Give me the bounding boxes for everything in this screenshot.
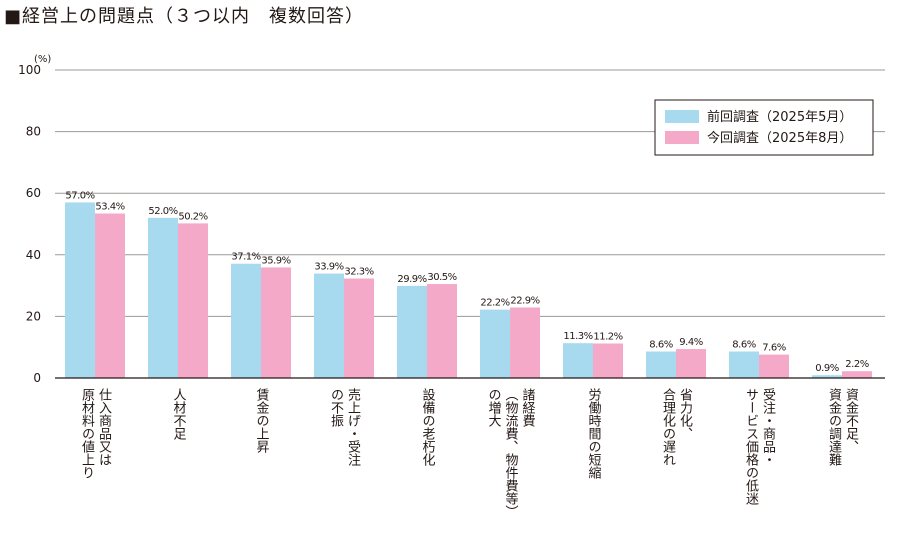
data-label: 50.2% [178, 211, 207, 222]
category-label: 省力化、 [677, 388, 693, 440]
legend-label: 今回調査（2025年8月） [707, 130, 852, 146]
bar-current [95, 213, 125, 378]
category-label: 設備の老朽化 [420, 387, 436, 467]
data-label: 29.9% [397, 274, 426, 285]
bar-previous [314, 273, 344, 378]
data-label: 52.0% [148, 206, 177, 217]
category-label: の不振 [328, 388, 344, 427]
bar-previous [148, 217, 178, 378]
y-tick-label: 60 [26, 186, 41, 200]
bars [65, 202, 872, 378]
data-label: 30.5% [427, 272, 456, 283]
y-unit-label: (%) [34, 54, 51, 65]
bar-current [427, 284, 457, 378]
data-label: 57.0% [65, 190, 94, 201]
legend: 前回調査（2025年5月） 今回調査（2025年8月） [654, 99, 874, 156]
data-label: 0.9% [815, 363, 838, 374]
category-label: 売上げ・受注 [345, 387, 361, 467]
data-label: 2.2% [845, 359, 868, 370]
data-label: 35.9% [261, 255, 290, 266]
data-label: 11.3% [563, 331, 592, 342]
category-label: サービス価格の低迷 [743, 388, 759, 506]
bar-previous [231, 263, 261, 378]
category-label: 労働時間の短縮 [586, 388, 602, 479]
y-tick-label: 0 [33, 371, 41, 385]
category-label: 合理化の遅れ [660, 388, 676, 466]
category-label: （物流費、物件費等） [503, 388, 519, 518]
legend-swatch [665, 131, 699, 144]
category-label: の増大 [486, 388, 502, 427]
data-label: 53.4% [95, 202, 124, 213]
bar-current [344, 278, 374, 378]
legend-label: 前回調査（2025年5月） [707, 109, 852, 125]
bar-previous [646, 351, 676, 378]
bar-previous [812, 375, 842, 378]
category-label: 賃金の上昇 [254, 388, 270, 453]
category-label: 資金の調達難 [826, 388, 842, 466]
bar-current [261, 267, 291, 378]
data-label: 22.9% [510, 295, 539, 306]
y-tick-label: 40 [26, 248, 41, 262]
bar-current [842, 371, 872, 378]
category-label: 原材料の値上り [79, 388, 95, 479]
y-tick-label: 80 [26, 125, 41, 139]
bar-current [759, 354, 789, 378]
category-label: 仕入商品又は [96, 388, 112, 466]
legend-box [654, 99, 874, 156]
data-label: 8.6% [649, 340, 672, 351]
data-label: 32.3% [344, 267, 373, 278]
data-label: 7.6% [762, 343, 785, 354]
data-label: 22.2% [480, 298, 509, 309]
data-label: 11.2% [593, 332, 622, 343]
bar-previous [563, 343, 593, 378]
bar-current [676, 349, 706, 378]
data-labels: 57.0% 52.0% 37.1% 33.9% 29.9% 22.2% 11.3% 8.6% 8… [65, 190, 869, 374]
bar-previous [397, 285, 427, 378]
data-label: 9.4% [679, 337, 702, 348]
bar-previous [480, 309, 510, 378]
legend-swatch [665, 110, 699, 123]
bar-current [510, 307, 540, 378]
bar-current [178, 223, 208, 378]
category-label: 人材不足 [171, 388, 187, 441]
bar-current [593, 343, 623, 378]
y-tick-label: 20 [26, 309, 41, 323]
bar-previous [729, 351, 759, 378]
y-tick-label: 100 [18, 63, 41, 77]
data-label: 8.6% [732, 340, 755, 351]
data-label: 37.1% [231, 252, 260, 263]
category-label: 受注・商品・ [760, 388, 776, 466]
data-label: 33.9% [314, 262, 343, 273]
category-label: 諸経費 [520, 387, 536, 427]
category-label: 資金不足、 [843, 388, 859, 453]
chart-title: ■経営上の問題点（３つ以内 複数回答） [4, 6, 365, 27]
bar-previous [65, 202, 95, 378]
